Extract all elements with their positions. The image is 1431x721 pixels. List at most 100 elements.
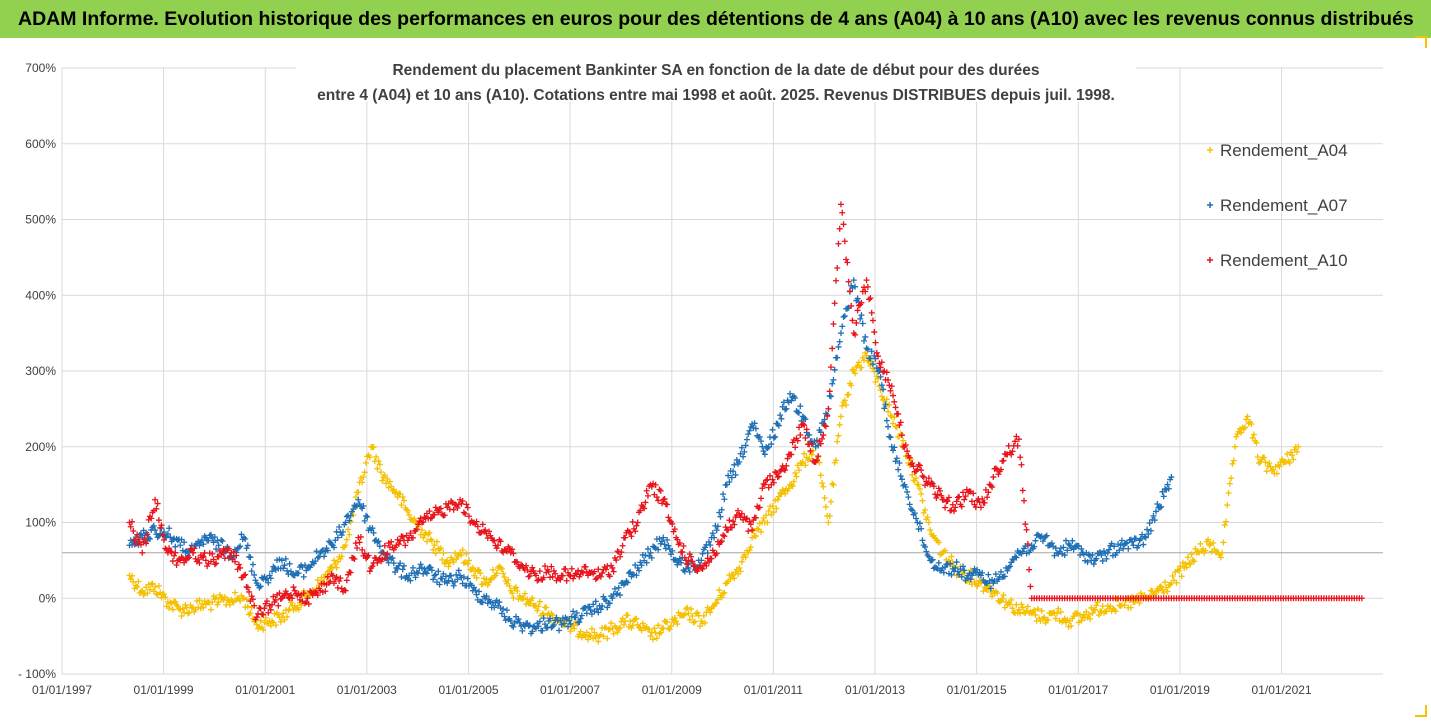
data-point-fill: [207, 531, 214, 538]
data-point-fill: [219, 549, 226, 556]
data-point-fill: [620, 621, 627, 628]
x-tick-label: 01/01/2021: [1252, 683, 1312, 697]
data-point-fill: [730, 518, 737, 525]
data-point-fill: [144, 590, 151, 597]
data-point-fill: [829, 380, 836, 387]
data-point-fill: [455, 567, 462, 574]
data-point-fill: [161, 529, 168, 536]
data-point: [342, 542, 349, 549]
data-point-fill: [918, 467, 925, 474]
data-point-fill: [709, 530, 716, 537]
data-point-fill: [1233, 433, 1240, 440]
data-point: [622, 534, 629, 541]
data-point-fill: [688, 606, 695, 613]
data-point-fill: [479, 599, 486, 606]
data-point-fill: [867, 295, 874, 302]
data-point-fill: [764, 519, 771, 526]
scatter-chart: - 100% 0% 100% 200% 300% 400% 500% 600% 700% 01/0…: [18, 52, 1383, 697]
data-point-fill: [1250, 431, 1257, 438]
data-point-fill: [604, 563, 611, 570]
data-point: [837, 201, 844, 208]
data-point-fill: [286, 560, 293, 567]
data-point-fill: [399, 533, 406, 540]
data-point-fill: [752, 533, 759, 540]
data-point-fill: [883, 369, 890, 376]
data-point-fill: [713, 600, 720, 607]
data-point-fill: [153, 590, 160, 597]
data-point-fill: [643, 559, 650, 566]
data-point-fill: [947, 560, 954, 567]
data-point: [1231, 443, 1238, 450]
data-point: [634, 564, 641, 571]
data-point-fill: [808, 440, 815, 447]
data-point-fill: [131, 536, 138, 543]
data-point-fill: [1177, 563, 1184, 570]
data-point-fill: [1230, 457, 1237, 464]
data-point-fill: [655, 622, 662, 629]
data-point-fill: [252, 577, 259, 584]
data-point-fill: [211, 561, 218, 568]
data-point-fill: [415, 521, 422, 528]
x-tick-label: 01/01/2019: [1150, 683, 1210, 697]
data-point-fill: [369, 525, 376, 532]
data-point-fill: [269, 568, 276, 575]
data-point-fill: [1229, 460, 1236, 467]
data-point-fill: [759, 485, 766, 492]
data-point-fill: [642, 499, 649, 506]
data-point-fill: [400, 562, 407, 569]
data-point-fill: [829, 480, 836, 487]
data-point-fill: [638, 562, 645, 569]
data-point-fill: [766, 472, 773, 479]
data-point-fill: [1154, 501, 1161, 508]
data-point-fill: [827, 498, 834, 505]
data-point-fill: [1165, 485, 1172, 492]
data-point: [520, 595, 527, 602]
data-point-fill: [839, 209, 846, 216]
data-point: [1295, 443, 1302, 450]
data-point-fill: [686, 568, 693, 575]
data-point: [202, 557, 209, 564]
data-point: [1219, 549, 1226, 556]
data-point-fill: [287, 568, 294, 575]
data-point-fill: [352, 503, 359, 510]
data-point-fill: [1057, 608, 1064, 615]
data-point-fill: [887, 434, 894, 441]
data-point-fill: [940, 569, 947, 576]
data-point-fill: [721, 589, 728, 596]
data-point-fill: [181, 609, 188, 616]
data-point-fill: [1112, 608, 1119, 615]
data-point-fill: [664, 536, 671, 543]
data-point-fill: [728, 474, 735, 481]
data-point-fill: [1023, 526, 1030, 533]
data-point-fill: [426, 529, 433, 536]
data-point-fill: [1145, 530, 1152, 537]
data-point-fill: [979, 569, 986, 576]
data-point-fill: [262, 576, 269, 583]
data-point-fill: [473, 574, 480, 581]
data-point-fill: [648, 554, 655, 561]
data-point-fill: [1144, 526, 1151, 533]
data-point-fill: [714, 596, 721, 603]
data-point-fill: [453, 556, 460, 563]
data-point-fill: [935, 539, 942, 546]
data-point-fill: [1089, 610, 1096, 617]
data-point-fill: [1008, 451, 1015, 458]
data-point-fill: [813, 457, 820, 464]
data-point-fill: [836, 225, 843, 232]
data-point-fill: [1103, 555, 1110, 562]
data-point-fill: [694, 609, 701, 616]
data-point-fill: [1065, 540, 1072, 547]
data-point-fill: [501, 613, 508, 620]
data-point-fill: [784, 455, 791, 462]
data-point-fill: [919, 473, 926, 480]
data-point-fill: [200, 553, 207, 560]
data-point-fill: [684, 561, 691, 568]
data-point-fill: [819, 480, 826, 487]
data-point-fill: [595, 609, 602, 616]
data-point: [609, 595, 616, 602]
data-point-fill: [472, 587, 479, 594]
corner-bottom-right: [1415, 705, 1427, 717]
data-point-fill: [770, 434, 777, 441]
data-point-fill: [567, 628, 574, 635]
data-point-fill: [664, 501, 671, 508]
